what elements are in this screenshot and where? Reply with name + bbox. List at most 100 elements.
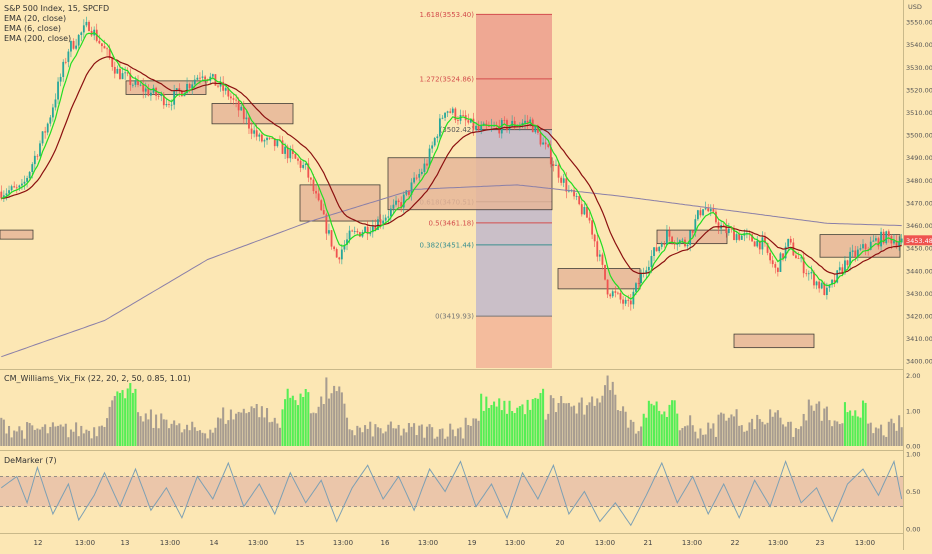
candle-body	[709, 208, 712, 212]
vix-bar	[493, 401, 496, 446]
price-axis-tick: 3520.00	[906, 86, 932, 94]
price-zone-box[interactable]	[557, 268, 641, 290]
vix-bar	[402, 428, 405, 446]
vix-bar	[526, 399, 529, 446]
vix-bar	[400, 435, 403, 446]
vix-bar	[627, 427, 630, 446]
candle-body	[537, 125, 539, 133]
candle-body	[586, 206, 588, 218]
candle-body	[813, 272, 815, 286]
candle-body	[155, 87, 157, 96]
vix-bar	[611, 381, 614, 446]
candle-body	[885, 231, 888, 244]
time-axis-tick: 23	[816, 539, 825, 547]
vix-bar	[340, 392, 343, 446]
candle-body	[41, 131, 44, 144]
candle-body	[276, 140, 279, 147]
candle-body	[302, 165, 305, 168]
price-zone-box[interactable]	[656, 229, 728, 245]
vix-bar	[64, 423, 67, 446]
vix-bar	[831, 426, 834, 446]
candle-body	[831, 279, 833, 285]
demarker-title: DeMarker (7)	[4, 456, 57, 465]
price-zone-box[interactable]	[299, 184, 381, 222]
vix-bar	[134, 388, 137, 446]
candle-body	[862, 244, 864, 249]
vix-bar	[173, 420, 176, 446]
vix-fix-title: CM_Williams_Vix_Fix (22, 20, 2, 50, 0.85…	[4, 374, 191, 383]
vix-bar	[250, 406, 253, 446]
vix-bar	[794, 428, 797, 446]
candle-body	[869, 241, 872, 250]
price-zone-box[interactable]	[0, 229, 34, 240]
vix-bar	[219, 418, 222, 446]
vix-bar	[521, 404, 524, 446]
vix-bar	[116, 391, 119, 446]
candle-body	[467, 120, 470, 123]
vix-bar	[745, 430, 748, 446]
last-price-tag	[904, 235, 932, 246]
candle-body	[70, 40, 72, 52]
vix-bar	[433, 438, 436, 446]
price-zone-box[interactable]	[387, 157, 553, 211]
time-axis-tick: 13:00	[160, 539, 180, 547]
price-zone-box[interactable]	[211, 103, 294, 125]
candle-body	[565, 178, 568, 192]
vix-bar	[276, 423, 279, 446]
vix-bar	[805, 420, 808, 446]
ema-lines	[1, 31, 902, 358]
vix-bar	[384, 431, 387, 446]
candle-body	[389, 208, 392, 217]
vix-bar	[446, 436, 449, 446]
candle-body	[230, 96, 232, 99]
candle-body	[294, 153, 297, 159]
candle-body	[36, 155, 39, 157]
vix-bar	[900, 427, 903, 446]
vix-bar	[245, 413, 248, 446]
candle-body	[351, 230, 354, 232]
candle-body	[444, 112, 446, 118]
vix-bar	[87, 430, 91, 446]
candle-body	[170, 104, 173, 106]
time-axis-tick: 15	[296, 539, 305, 547]
vix-bar	[31, 425, 34, 446]
vix-bar	[877, 428, 880, 446]
candle-body	[116, 68, 119, 74]
candle-body	[575, 196, 578, 197]
vix-bar	[464, 417, 467, 446]
candle-body	[893, 240, 895, 244]
vix-bar	[704, 434, 707, 446]
candle-body	[650, 256, 653, 267]
vix-bar	[394, 428, 398, 446]
candle-body	[807, 273, 810, 275]
candle-body	[343, 244, 346, 250]
candle-body	[609, 294, 612, 297]
candle-body	[129, 73, 132, 85]
candle-body	[426, 163, 428, 166]
candle-body	[557, 164, 560, 178]
candle-body	[312, 179, 315, 192]
candle-body	[307, 163, 310, 178]
candle-body	[702, 209, 704, 216]
vix-bar	[547, 413, 550, 446]
candle-body	[330, 230, 333, 247]
vix-bar	[387, 424, 390, 446]
candle-body	[617, 292, 619, 294]
vix-bar	[789, 421, 792, 446]
fib-level-label: (3502.42)	[440, 126, 475, 134]
vix-bar	[671, 400, 674, 446]
candle-body	[758, 240, 761, 250]
vix-bar	[18, 426, 21, 446]
price-zone-box[interactable]	[733, 333, 815, 349]
candlestick-series	[0, 16, 903, 311]
vix-bar	[271, 421, 274, 446]
candle-body	[263, 140, 266, 142]
vix-bar	[598, 402, 601, 446]
candle-body	[224, 88, 227, 91]
vix-bar	[343, 403, 346, 446]
vix-bar	[289, 397, 292, 446]
vix-bar	[495, 406, 498, 446]
candle-body	[418, 173, 421, 178]
